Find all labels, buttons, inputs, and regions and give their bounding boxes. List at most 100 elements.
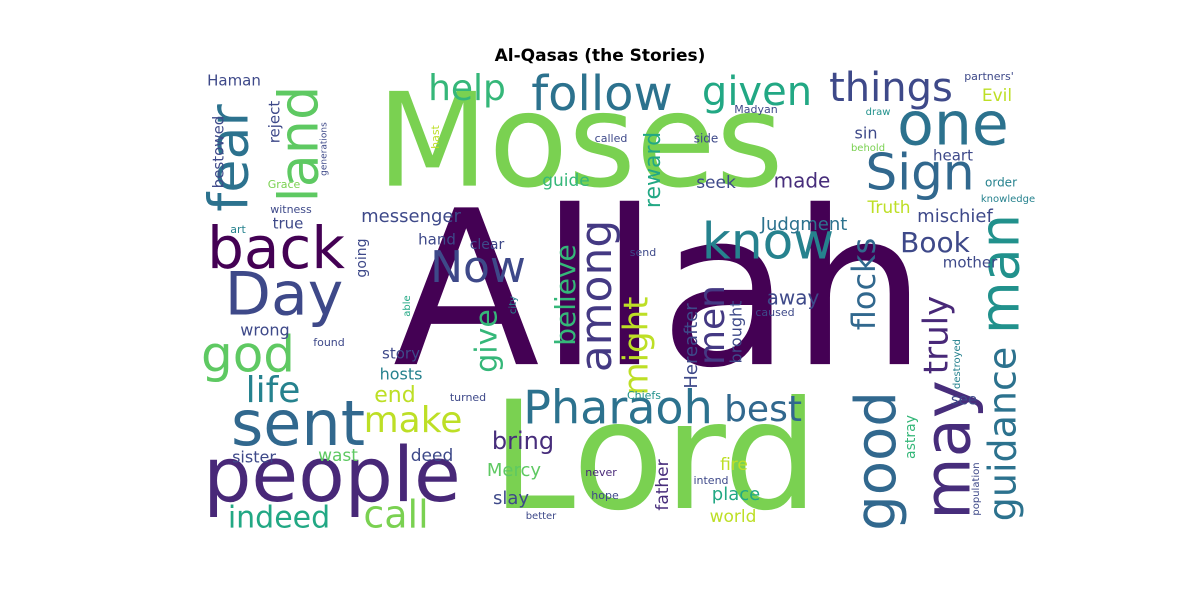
word-behold: behold <box>851 143 885 154</box>
word-madyan: Madyan <box>734 103 777 116</box>
word-reject: reject <box>266 101 284 144</box>
word-hand: hand <box>418 231 456 249</box>
word-intend: intend <box>693 474 728 487</box>
word-population: population <box>971 462 982 515</box>
word-evil: Evil <box>982 86 1012 106</box>
word-able: able <box>402 295 413 316</box>
word-place: place <box>712 484 760 505</box>
word-wast: wast <box>318 446 358 466</box>
word-sent: sent <box>231 387 365 460</box>
word-away: away <box>767 286 820 310</box>
word-flocks: flocks <box>845 238 883 331</box>
word-destroyed: destroyed <box>952 339 963 389</box>
word-heart: heart <box>933 147 973 165</box>
word-knowledge: knowledge <box>981 194 1035 205</box>
word-world: world <box>710 507 757 527</box>
word-mother: mother <box>943 254 998 272</box>
word-brought: brought <box>727 301 746 364</box>
word-good: good <box>844 391 909 531</box>
word-art: art <box>230 223 246 236</box>
word-hosts: hosts <box>380 365 423 384</box>
word-slay: slay <box>493 488 529 509</box>
word-back: back <box>207 214 345 282</box>
word-astray: astray <box>903 415 919 459</box>
word-lord: Lord <box>492 370 819 544</box>
word-fire: fire <box>720 455 748 475</box>
word-send: send <box>630 246 656 259</box>
word-better: better <box>526 511 557 522</box>
word-story: story <box>382 345 420 363</box>
word-truly: truly <box>917 296 957 374</box>
word-know: know <box>702 213 834 271</box>
word-messenger: messenger <box>361 206 461 227</box>
word-generations: generations <box>320 122 330 176</box>
word-one: one <box>897 90 1009 160</box>
word-bring: bring <box>492 427 554 455</box>
word-book: Book <box>900 226 970 259</box>
word-help: help <box>428 68 506 109</box>
word-never: never <box>585 466 617 479</box>
word-end: end <box>374 383 415 408</box>
word-side: side <box>694 132 719 146</box>
word-partners: partners' <box>964 70 1014 83</box>
word-fear: fear <box>198 103 261 211</box>
word-things: things <box>829 65 953 111</box>
word-might: might <box>617 296 657 395</box>
word-moses: Moses <box>376 65 783 217</box>
word-believe: believe <box>549 244 582 346</box>
word-mischief: mischief <box>917 206 993 227</box>
word-caused: caused <box>755 306 794 319</box>
word-people: people <box>203 430 461 519</box>
word-hereafter: Hereafter <box>681 303 702 389</box>
word-made: made <box>774 169 831 193</box>
word-day: Day <box>225 260 343 330</box>
word-best: best <box>724 389 802 430</box>
word-may: may <box>912 380 986 519</box>
word-mercy: Mercy <box>487 460 542 481</box>
word-chiefs: Chiefs <box>627 389 661 402</box>
word-found: found <box>313 336 345 349</box>
word-follow: follow <box>531 66 673 122</box>
word-called: called <box>595 132 628 145</box>
word-men: men <box>692 285 733 365</box>
word-judgment: Judgment <box>760 214 848 235</box>
word-hast: hast <box>429 124 442 148</box>
word-reward: reward <box>641 132 666 208</box>
word-clear: clear <box>470 237 505 253</box>
word-going: going <box>354 238 370 277</box>
word-guide: guide <box>542 171 590 191</box>
word-draw: draw <box>866 107 891 118</box>
word-see: see <box>951 391 977 409</box>
word-father: father <box>653 459 673 510</box>
word-given: given <box>702 69 812 115</box>
word-pharaoh: Pharaoh <box>523 381 712 435</box>
word-guidance: guidance <box>981 347 1025 522</box>
word-allah: Allah <box>393 164 928 415</box>
word-haman: Haman <box>207 72 261 90</box>
word-grace: Grace <box>268 178 301 191</box>
word-make: make <box>364 400 463 441</box>
word-now: Now <box>430 242 526 293</box>
word-hope: hope <box>591 489 619 502</box>
chart-title: Al-Qasas (the Stories) <box>494 46 706 66</box>
word-truth: Truth <box>866 198 910 218</box>
word-city: city <box>508 296 519 314</box>
word-order: order <box>985 176 1017 190</box>
word-sister: sister <box>232 448 276 467</box>
word-life: life <box>246 370 301 411</box>
word-witness: witness <box>270 203 312 216</box>
word-turned: turned <box>450 391 486 404</box>
word-seek: seek <box>696 173 736 193</box>
word-sign: Sign <box>865 144 974 202</box>
word-give: give <box>470 309 505 373</box>
word-bestowed: bestowed <box>210 116 228 189</box>
word-call: call <box>363 493 428 537</box>
word-among: among <box>571 220 622 373</box>
word-god: god <box>201 326 295 384</box>
word-indeed: indeed <box>228 501 330 536</box>
word-man: man <box>969 214 1032 334</box>
word-sin: sin <box>855 124 878 143</box>
word-deed: deed <box>411 446 454 466</box>
word-land: land <box>268 86 331 203</box>
